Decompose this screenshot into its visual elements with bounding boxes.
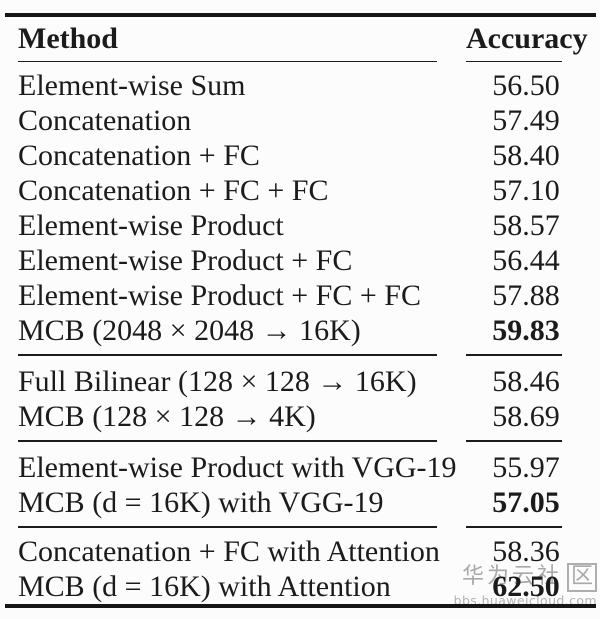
group-separator-rule xyxy=(0,354,600,357)
table-row: Element-wise Product + FC + FC 57.88 xyxy=(0,278,600,313)
method-cell: Element-wise Product + FC + FC xyxy=(18,278,421,312)
accuracy-cell: 58.69 xyxy=(492,399,560,433)
accuracy-cell: 58.36 xyxy=(492,534,560,568)
table-row: MCB (d = 16K) with Attention 62.50 xyxy=(0,569,600,604)
method-cell: Element-wise Product + FC xyxy=(18,243,353,277)
method-cell: MCB (128 × 128 → 4K) xyxy=(18,399,316,433)
table-row: MCB (2048 × 2048 → 16K) 59.83 xyxy=(0,313,600,348)
method-cell: Concatenation + FC with Attention xyxy=(18,534,440,568)
separator-method-segment xyxy=(18,440,437,443)
watermark-brand: 华为云社区 xyxy=(454,563,597,592)
accuracy-cell: 62.50 xyxy=(492,569,560,603)
accuracy-cell: 57.49 xyxy=(492,103,560,137)
accuracy-cell: 57.88 xyxy=(492,278,560,312)
method-cell: Element-wise Product with VGG-19 xyxy=(18,450,457,484)
table-group: Element-wise Sum 56.50 Concatenation 57.… xyxy=(0,62,600,354)
table-row: Element-wise Product + FC 56.44 xyxy=(0,243,600,278)
accuracy-cell: 56.44 xyxy=(492,243,560,277)
table-row: MCB (128 × 128 → 4K) 58.69 xyxy=(0,399,600,434)
method-cell: Concatenation + FC xyxy=(18,138,260,172)
column-header-accuracy: Accuracy xyxy=(466,21,588,55)
watermark: 华为云社区 bbs.huaweicloud.com xyxy=(454,563,597,608)
method-cell: Element-wise Product xyxy=(18,208,284,242)
method-cell: MCB (d = 16K) with Attention xyxy=(18,569,391,603)
table-row: Element-wise Sum 56.50 xyxy=(0,68,600,103)
separator-method-segment xyxy=(18,354,437,357)
method-cell: Full Bilinear (128 × 128 → 16K) xyxy=(18,364,417,398)
accuracy-cell: 59.83 xyxy=(492,313,560,347)
separator-accuracy-segment xyxy=(466,526,562,529)
accuracy-cell: 58.57 xyxy=(492,208,560,242)
accuracy-cell: 58.40 xyxy=(492,138,560,172)
table-bottom-rule xyxy=(5,604,596,608)
method-cell: Concatenation + FC + FC xyxy=(18,173,329,207)
table-row: Concatenation 57.49 xyxy=(0,103,600,138)
table-group: Concatenation + FC with Attention 58.36 … xyxy=(0,528,600,604)
accuracy-cell: 56.50 xyxy=(492,68,560,102)
results-table: Method Accuracy Element-wise Sum 56.50 C… xyxy=(0,13,600,608)
accuracy-cell: 58.46 xyxy=(492,364,560,398)
table-row: Concatenation + FC 58.40 xyxy=(0,138,600,173)
table-row: Element-wise Product with VGG-19 55.97 xyxy=(0,450,600,485)
method-cell: Element-wise Sum xyxy=(18,68,246,102)
table-row: MCB (d = 16K) with VGG-19 57.05 xyxy=(0,485,600,520)
table-top-rule xyxy=(5,13,596,17)
header-separator-rule xyxy=(0,60,600,63)
table-row: Concatenation + FC with Attention 58.36 xyxy=(0,534,600,569)
accuracy-cell: 57.10 xyxy=(492,173,560,207)
table-row: Element-wise Product 58.57 xyxy=(0,208,600,243)
separator-accuracy-segment xyxy=(466,354,562,357)
accuracy-cell: 55.97 xyxy=(492,450,560,484)
table-group: Full Bilinear (128 × 128 → 16K) 58.46 MC… xyxy=(0,356,600,440)
header-rule-accuracy-segment xyxy=(466,60,562,63)
watermark-brand-text: 华为云社 xyxy=(461,564,562,589)
group-separator-rule xyxy=(0,440,600,443)
watermark-boxed-char: 区 xyxy=(566,563,597,592)
group-separator-rule xyxy=(0,526,600,529)
accuracy-cell: 57.05 xyxy=(492,485,560,519)
table-row: Full Bilinear (128 × 128 → 16K) 58.46 xyxy=(0,364,600,399)
method-cell: MCB (2048 × 2048 → 16K) xyxy=(18,313,361,347)
method-cell: MCB (d = 16K) with VGG-19 xyxy=(18,485,384,519)
column-header-method: Method xyxy=(18,21,118,55)
table-group: Element-wise Product with VGG-19 55.97 M… xyxy=(0,442,600,526)
method-cell: Concatenation xyxy=(18,103,192,137)
separator-method-segment xyxy=(18,526,437,529)
header-rule-method-segment xyxy=(18,60,437,63)
table-header-row: Method Accuracy xyxy=(0,17,600,61)
table-row: Concatenation + FC + FC 57.10 xyxy=(0,173,600,208)
separator-accuracy-segment xyxy=(466,440,562,443)
